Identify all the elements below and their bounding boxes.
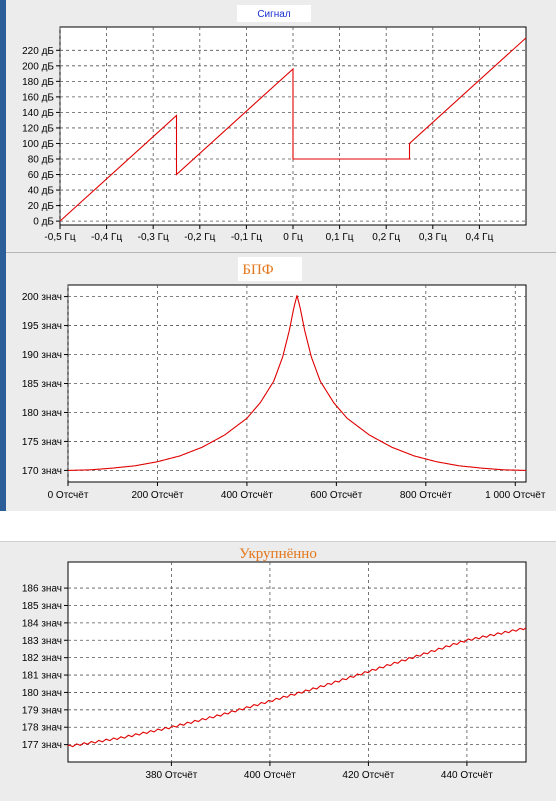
- y-tick-label: 177 знач: [22, 740, 62, 751]
- signal-title-box: [237, 5, 311, 22]
- zoom-chart: 380 Отсчёт 400 Отсчёт 420 Отсчёт 440 Отсчёт…: [22, 562, 527, 781]
- x-tick-label: 400 Отсчёт: [221, 490, 273, 501]
- x-tick-label: 0 Гц: [283, 232, 303, 243]
- panel-separator: [0, 511, 556, 541]
- y-tick-label: 183 знач: [22, 636, 62, 647]
- y-tick-label: 185 знач: [22, 379, 62, 390]
- y-tick-label: 184 знач: [22, 618, 62, 629]
- y-tick-label: 220 дБ: [22, 46, 54, 57]
- window-edge: [0, 0, 6, 511]
- x-tick-label: 380 Отсчёт: [145, 770, 197, 781]
- y-tick-label: 180 знач: [22, 688, 62, 699]
- fft-title: БПФ: [242, 262, 273, 278]
- y-tick-label: 190 знач: [22, 350, 62, 361]
- y-tick-label: 175 знач: [22, 437, 62, 448]
- x-tick-label: 420 Отсчёт: [342, 770, 394, 781]
- y-tick-label: 180 дБ: [22, 77, 54, 88]
- series-line-0: [67, 627, 527, 748]
- y-tick-label: 0 дБ: [33, 217, 54, 228]
- y-tick-label: 181 знач: [22, 671, 62, 682]
- series-line-0: [67, 295, 527, 471]
- y-tick-label: 80 дБ: [28, 155, 55, 166]
- y-tick-label: 100 дБ: [22, 139, 54, 150]
- y-tick-label: 60 дБ: [28, 170, 55, 181]
- y-tick-label: 200 знач: [22, 292, 62, 303]
- y-tick-label: 178 знач: [22, 723, 62, 734]
- y-tick-label: 200 дБ: [22, 61, 54, 72]
- y-tick-label: 170 знач: [22, 466, 62, 477]
- fft-chart: 0 Отсчёт 200 Отсчёт 400 Отсчёт 600 Отсчёт 80…: [22, 285, 546, 501]
- y-tick-label: 40 дБ: [28, 186, 55, 197]
- x-tick-label: 0,4 Гц: [465, 232, 493, 243]
- x-tick-label: -0,3 Гц: [138, 232, 169, 243]
- x-tick-label: 0,3 Гц: [419, 232, 447, 243]
- x-tick-label: 0,1 Гц: [326, 232, 354, 243]
- zoom-title: Укрупнённо: [239, 546, 317, 562]
- x-tick-label: 0,2 Гц: [372, 232, 400, 243]
- x-tick-label: 200 Отсчёт: [131, 490, 183, 501]
- x-tick-label: -0,1 Гц: [231, 232, 262, 243]
- signal-title: Сигнал: [257, 9, 291, 20]
- x-tick-label: 400 Отсчёт: [244, 770, 296, 781]
- y-tick-label: 120 дБ: [22, 123, 54, 134]
- y-tick-label: 20 дБ: [28, 201, 55, 212]
- x-tick-label: 1 000 Отсчёт: [485, 490, 546, 501]
- x-tick-label: -0,5 Гц: [44, 232, 75, 243]
- y-tick-label: 180 знач: [22, 408, 62, 419]
- x-tick-label: 800 Отсчёт: [400, 490, 452, 501]
- fft-title-box: [238, 257, 302, 281]
- series-line-0: [59, 37, 527, 222]
- y-tick-label: 185 знач: [22, 601, 62, 612]
- signal-chart: -0,5 Гц -0,4 Гц -0,3 Гц -0,2 Гц -0,1 Гц 0 Гц 0…: [22, 27, 527, 243]
- y-tick-label: 160 дБ: [22, 92, 54, 103]
- x-tick-label: -0,2 Гц: [184, 232, 215, 243]
- x-tick-label: 440 Отсчёт: [441, 770, 493, 781]
- y-tick-label: 182 знач: [22, 653, 62, 664]
- y-tick-label: 195 знач: [22, 321, 62, 332]
- y-tick-label: 186 знач: [22, 584, 62, 595]
- y-tick-label: 140 дБ: [22, 108, 54, 119]
- x-tick-label: 0 Отсчёт: [48, 490, 89, 501]
- y-tick-label: 179 знач: [22, 705, 62, 716]
- zoom-plot-area: [67, 561, 527, 763]
- x-tick-label: -0,4 Гц: [91, 232, 122, 243]
- x-tick-label: 600 Отсчёт: [310, 490, 362, 501]
